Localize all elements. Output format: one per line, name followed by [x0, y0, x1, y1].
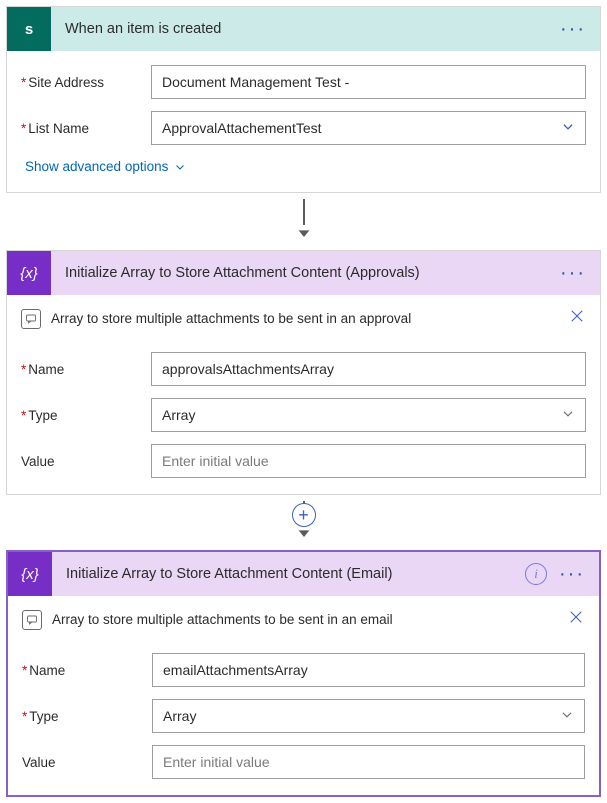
trigger-title: When an item is created — [51, 21, 556, 37]
site-address-label: Site Address — [21, 75, 151, 90]
list-name-value: ApprovalAttachementTest — [162, 120, 322, 136]
description-text: Array to store multiple attachments to b… — [52, 612, 557, 627]
type-value: Array — [163, 708, 196, 724]
site-address-value: Document Management Test - — [162, 74, 349, 90]
show-advanced-label: Show advanced options — [25, 159, 168, 174]
chevron-down-icon — [561, 407, 575, 424]
action-card-email: {x} Initialize Array to Store Attachment… — [6, 550, 601, 797]
name-label: Name — [21, 362, 151, 377]
type-label: Type — [22, 709, 152, 724]
value-placeholder: Enter initial value — [163, 754, 270, 770]
name-label: Name — [22, 663, 152, 678]
action-header[interactable]: {x} Initialize Array to Store Attachment… — [7, 251, 600, 295]
action-title: Initialize Array to Store Attachment Con… — [51, 265, 556, 281]
close-description-button[interactable] — [567, 608, 585, 631]
show-advanced-link[interactable]: Show advanced options — [25, 159, 186, 174]
add-step-button[interactable]: + — [292, 503, 316, 527]
description-row: Array to store multiple attachments to b… — [7, 295, 600, 338]
type-select[interactable]: Array — [151, 398, 586, 432]
description-text: Array to store multiple attachments to b… — [51, 311, 558, 326]
description-row: Array to store multiple attachments to b… — [8, 596, 599, 639]
arrow-down-icon — [296, 225, 312, 246]
chevron-down-icon — [560, 708, 574, 725]
arrow-down-icon — [296, 525, 312, 546]
type-select[interactable]: Array — [152, 699, 585, 733]
variable-icon: {x} — [7, 251, 51, 295]
action-body: Name approvalsAttachmentsArray Type Arra… — [7, 338, 600, 494]
trigger-header[interactable]: s When an item is created ··· — [7, 7, 600, 51]
chevron-down-icon — [174, 161, 186, 173]
sharepoint-icon: s — [7, 7, 51, 51]
action-header[interactable]: {x} Initialize Array to Store Attachment… — [8, 552, 599, 596]
action-card-approvals: {x} Initialize Array to Store Attachment… — [6, 250, 601, 495]
comment-icon — [22, 610, 42, 630]
trigger-card: s When an item is created ··· Site Addre… — [6, 6, 601, 193]
comment-icon — [21, 309, 41, 329]
value-label: Value — [22, 755, 152, 770]
connector-line — [303, 199, 305, 225]
name-input[interactable]: emailAttachmentsArray — [152, 653, 585, 687]
name-value: emailAttachmentsArray — [163, 662, 308, 678]
more-menu-button[interactable]: ··· — [556, 18, 590, 41]
site-address-input[interactable]: Document Management Test - — [151, 65, 586, 99]
connector — [6, 199, 601, 246]
variable-icon: {x} — [8, 552, 52, 596]
value-placeholder: Enter initial value — [162, 453, 269, 469]
name-value: approvalsAttachmentsArray — [162, 361, 334, 377]
connector: + — [6, 501, 601, 546]
type-label: Type — [21, 408, 151, 423]
info-icon[interactable]: i — [525, 563, 547, 585]
close-description-button[interactable] — [568, 307, 586, 330]
chevron-down-icon — [561, 120, 575, 137]
list-name-select[interactable]: ApprovalAttachementTest — [151, 111, 586, 145]
action-body: Name emailAttachmentsArray Type Array Va… — [8, 639, 599, 795]
action-title: Initialize Array to Store Attachment Con… — [52, 566, 525, 582]
name-input[interactable]: approvalsAttachmentsArray — [151, 352, 586, 386]
type-value: Array — [162, 407, 195, 423]
value-input[interactable]: Enter initial value — [151, 444, 586, 478]
value-input[interactable]: Enter initial value — [152, 745, 585, 779]
more-menu-button[interactable]: ··· — [556, 262, 590, 285]
list-name-label: List Name — [21, 121, 151, 136]
trigger-body: Site Address Document Management Test - … — [7, 51, 600, 192]
more-menu-button[interactable]: ··· — [555, 563, 589, 586]
value-label: Value — [21, 454, 151, 469]
